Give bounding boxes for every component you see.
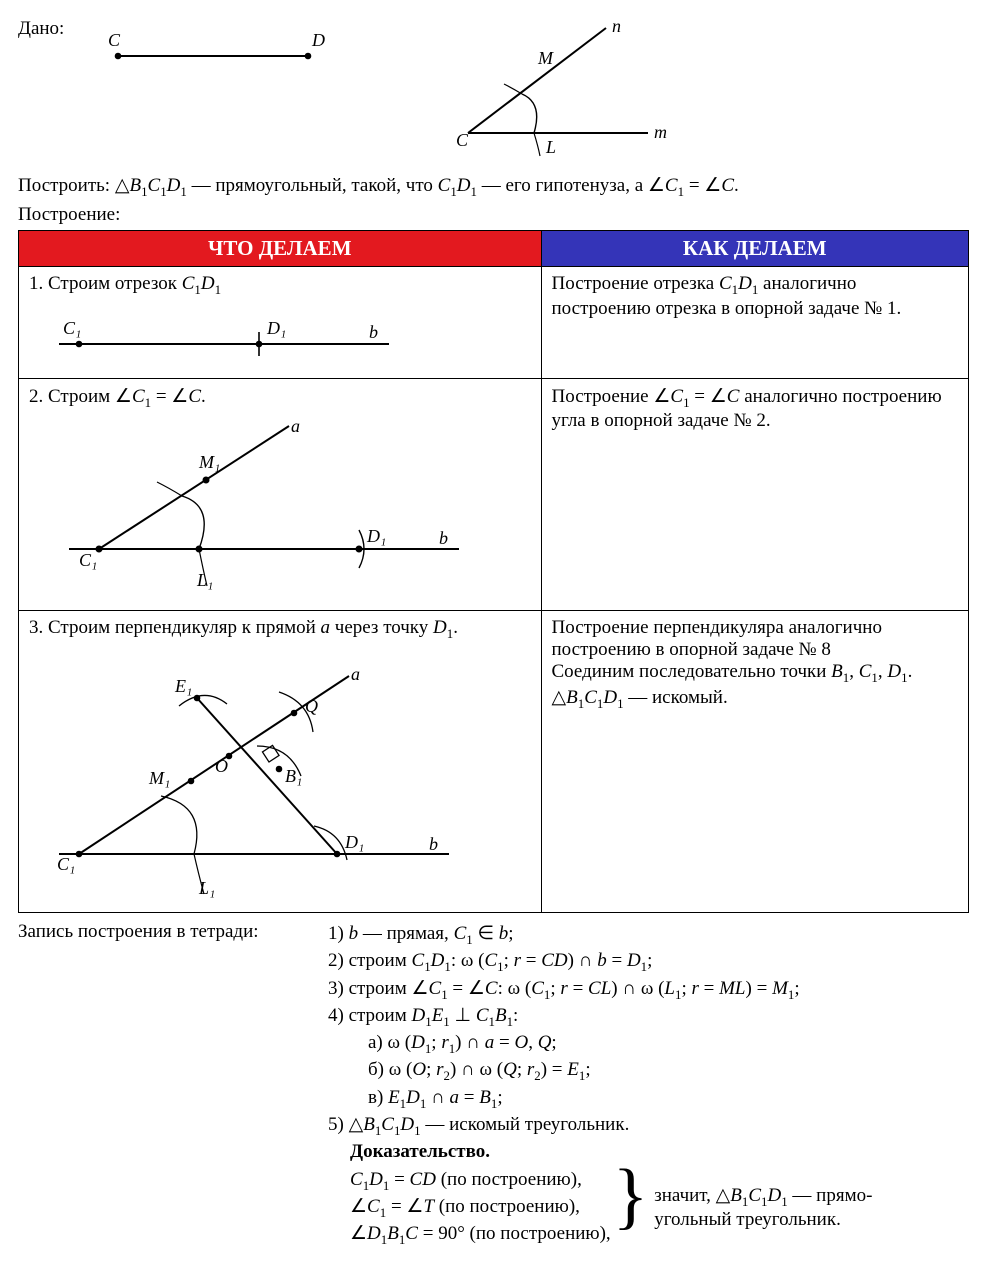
brace-left-line: C1D1 = CD (по построению), — [328, 1167, 611, 1194]
given-label: Дано: — [18, 18, 98, 40]
given-angle-figure: C M Ln m — [438, 18, 698, 168]
step-text: 3. Строим перпендикуляр к прямой a через… — [29, 617, 531, 642]
svg-text:D: D — [311, 30, 325, 50]
step-text: 1. Строим отрезок C1D1 — [29, 273, 531, 298]
svg-text:M₁: M₁ — [148, 768, 170, 788]
step-figure: C₁ D₁ b — [29, 302, 531, 372]
svg-text:C: C — [108, 30, 121, 50]
svg-text:C₁: C₁ — [57, 854, 75, 874]
svg-text:b: b — [429, 834, 438, 854]
th-what: ЧТО ДЕЛАЕМ — [19, 230, 542, 266]
brace-wrap: C1D1 = CD (по построению),∠C1 = ∠T (по п… — [328, 1167, 969, 1249]
svg-text:D₁: D₁ — [366, 526, 386, 546]
table-row: 3. Строим перпендикуляр к прямой a через… — [19, 611, 969, 913]
svg-text:L₁: L₁ — [196, 570, 213, 590]
svg-text:b: b — [369, 322, 378, 342]
th-how: КАК ДЕЛАЕМ — [541, 230, 969, 266]
svg-text:L: L — [545, 137, 556, 157]
svg-text:C₁: C₁ — [63, 318, 81, 338]
svg-text:m: m — [654, 122, 667, 142]
proof-line: 4) строим D1E1 ⊥ C1B1: — [328, 1003, 969, 1030]
step-figure: C₁ M₁ L₁ D₁ a b — [29, 414, 531, 604]
svg-text:M: M — [537, 48, 554, 68]
svg-text:D₁: D₁ — [266, 318, 286, 338]
svg-text:Q: Q — [305, 696, 318, 716]
svg-text:E₁: E₁ — [174, 676, 192, 696]
svg-text:O: O — [215, 756, 228, 776]
table-row: 2. Строим ∠C1 = ∠C. C₁ M₁ L₁ D₁ a b Построение … — [19, 378, 969, 611]
svg-text:L₁: L₁ — [198, 878, 215, 898]
proof-line-5: 5) △B1C1D1 — искомый треугольник. — [328, 1112, 969, 1139]
td-what: 1. Строим отрезок C1D1 C₁ D₁ b — [19, 266, 542, 378]
svg-text:D₁: D₁ — [344, 832, 364, 852]
table-row: 1. Строим отрезок C1D1 C₁ D₁ b Построение от… — [19, 266, 969, 378]
svg-text:C: C — [456, 130, 469, 150]
proof-label: Запись построения в тетради: — [18, 921, 328, 1248]
proof-line: 2) строим C1D1: ω (C1; r = CD) ∩ b = D1; — [328, 948, 969, 975]
given-row: Дано: CD CMLnm — [18, 18, 969, 168]
td-what: 3. Строим перпендикуляр к прямой a через… — [19, 611, 542, 913]
build-prefix: Построить: — [18, 175, 110, 196]
svg-text:n: n — [612, 18, 621, 36]
proof-subline: в) E1D1 ∩ a = B1; — [328, 1085, 969, 1112]
step-text: 2. Строим ∠C1 = ∠C. — [29, 385, 531, 411]
td-how: Построение ∠C1 = ∠C аналогично по­строен… — [541, 378, 969, 611]
given-segment-figure: CD — [98, 18, 358, 78]
proof-block: Запись построения в тетради: 1) b — прям… — [18, 921, 969, 1248]
svg-text:M₁: M₁ — [198, 452, 220, 472]
brace-left-line: ∠C1 = ∠T (по построению), — [328, 1194, 611, 1221]
build-line: Построить: △B1C1D1 — прямоугольный, тако… — [18, 174, 969, 200]
proof-subline: а) ω (D1; r1) ∩ a = O, Q; — [328, 1030, 969, 1057]
svg-text:b: b — [439, 528, 448, 548]
td-how: Построение перпендикуляра анало­гично по… — [541, 611, 969, 913]
construction-table: ЧТО ДЕЛАЕМ КАК ДЕЛАЕМ 1. Строим отрезок … — [18, 230, 969, 913]
proof-body: 1) b — прямая, C1 ∈ b;2) строим C1D1: ω … — [328, 921, 969, 1248]
svg-text:B₁: B₁ — [285, 766, 302, 786]
brace-right-text: значит, △B1C1D1 — прямо­угольный треугол… — [654, 1184, 914, 1232]
proof-subline: б) ω (O; r2) ∩ ω (Q; r2) = E1; — [328, 1057, 969, 1084]
brace-left-line: ∠D1B1C = 90° (по построению), — [328, 1221, 611, 1248]
td-what: 2. Строим ∠C1 = ∠C. C₁ M₁ L₁ D₁ a b — [19, 378, 542, 611]
proof-line: 1) b — прямая, C1 ∈ b; — [328, 921, 969, 948]
svg-text:a: a — [291, 416, 300, 436]
construction-label: Построение: — [18, 204, 969, 226]
build-text: △B1C1D1 — прямоугольный, такой, что C1D1… — [115, 175, 739, 196]
svg-text:C₁: C₁ — [79, 550, 97, 570]
proof-line: 3) строим ∠C1 = ∠C: ω (C1; r = CL) ∩ ω (… — [328, 976, 969, 1003]
svg-text:a: a — [351, 664, 360, 684]
proof-doc-label: Доказательство. — [328, 1139, 969, 1165]
td-how: Построение отрезка C1D1 аналогично постр… — [541, 266, 969, 378]
brace-icon: } — [611, 1163, 655, 1245]
step-figure: C₁ M₁ O B₁ Q E₁ D₁ a b L₁ — [29, 646, 531, 906]
